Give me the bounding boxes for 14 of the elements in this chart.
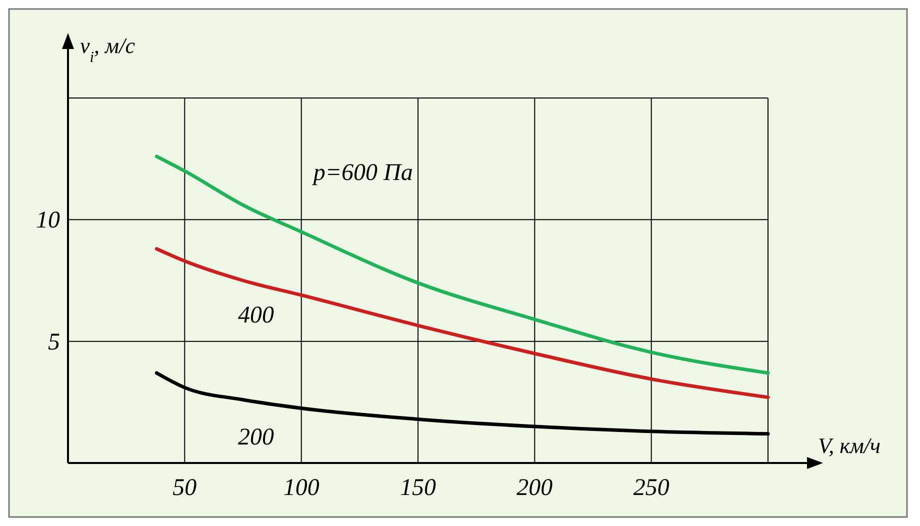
x-tick-label: 150 [400,475,436,501]
x-tick-label: 250 [633,475,670,501]
x-tick-label: 50 [172,475,197,501]
line-series [154,247,770,400]
y-axis-title: v$_{i}$, м/с [80,33,136,66]
series-label: 200 [238,424,274,451]
y-tick-label: 10 [36,208,60,234]
series-label: p=600 Па [311,160,413,186]
x-axis-title: V, км/ч [818,433,881,458]
y-tick-label: 5 [48,329,60,356]
line-series [154,154,770,375]
series-label: 400 [238,302,274,328]
x-tick-label: 200 [516,475,553,501]
x-tick-label: 100 [283,475,320,501]
